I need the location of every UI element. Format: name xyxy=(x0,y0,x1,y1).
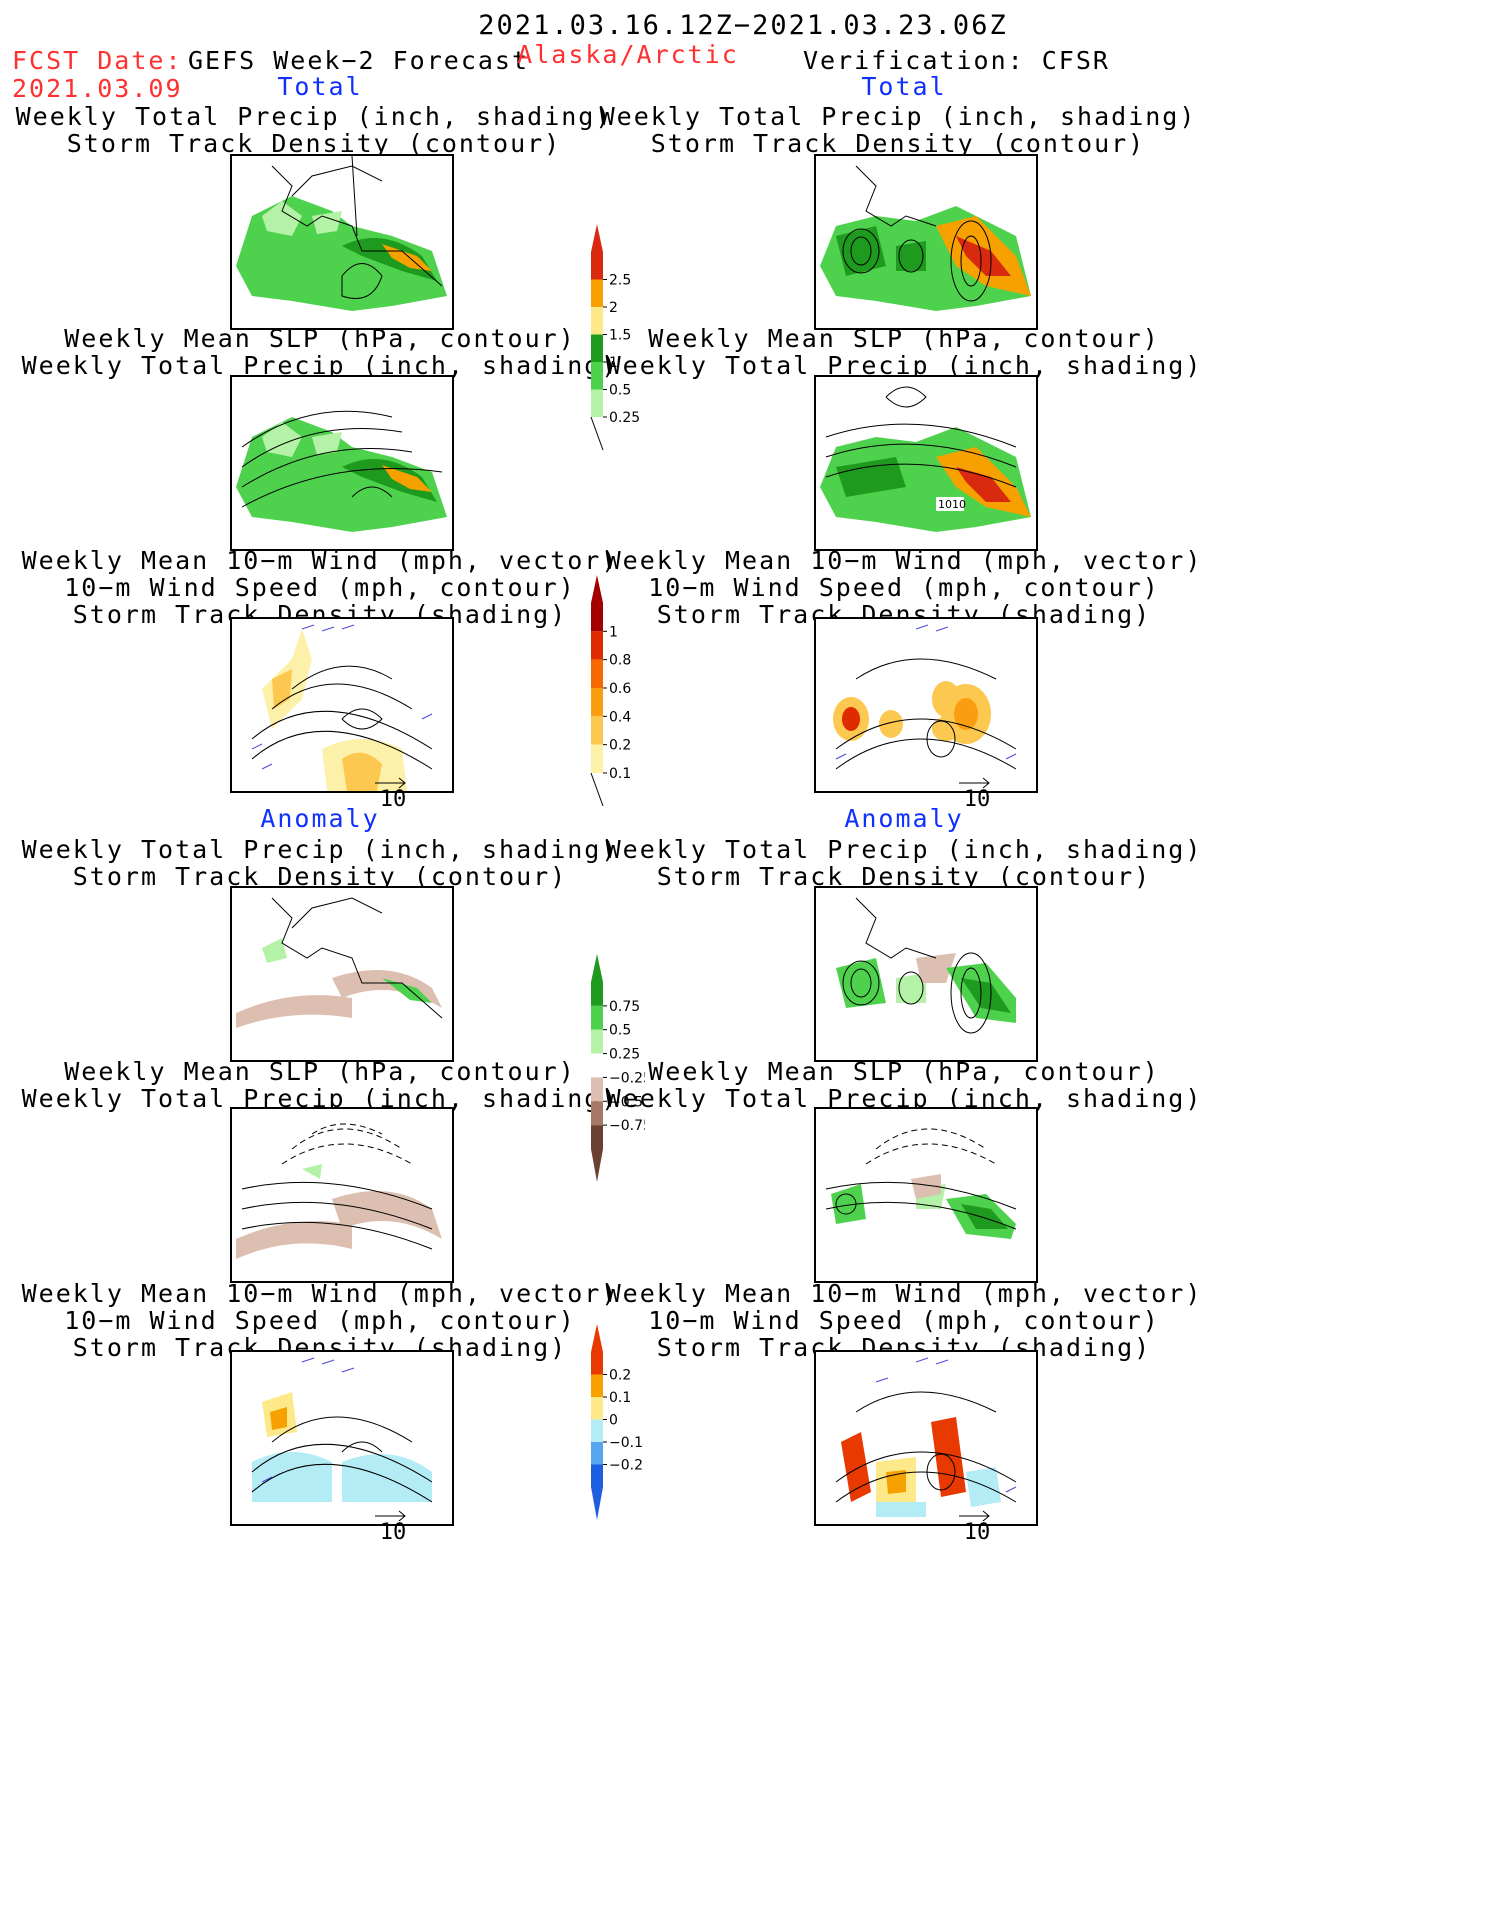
colorbar-tick-label: 0.6 xyxy=(609,681,631,697)
colorbar-cell xyxy=(591,1352,603,1375)
colorbar-anomaly-track-density: 0.2 0.1 0 −0.1 −0.2 xyxy=(585,1322,645,1522)
map-total-wind-track-verification xyxy=(814,617,1038,793)
vector-reference: 10 xyxy=(957,1508,997,1545)
colorbar-tick-label: 0.2 xyxy=(609,1368,631,1384)
colorbar-cell xyxy=(591,1442,603,1465)
vector-reference: 10 xyxy=(373,1508,413,1545)
forecast-period: 2021.03.16.12Z−2021.03.23.06Z xyxy=(478,10,1008,41)
colorbar-tick-label: −0.5 xyxy=(609,1094,643,1110)
colorbar-cell xyxy=(591,279,603,307)
map-total-precip-track-verification xyxy=(814,154,1038,330)
colorbar-cap xyxy=(591,954,603,982)
colorbar-tick-label: 2.5 xyxy=(609,273,631,289)
panel-title: Weekly Total Precip (inch, shading) Storm… xyxy=(599,102,1197,158)
colorbar-tick-label: 0.2 xyxy=(609,738,631,754)
panel-title: Weekly Mean 10−m Wind (mph, vector) 10−m … xyxy=(605,1279,1203,1362)
colorbar-cap xyxy=(590,772,604,807)
panel-title: Weekly Mean SLP (hPa, contour) Weekly Tot… xyxy=(605,1057,1203,1113)
section-anomaly-right: Anomaly xyxy=(844,804,964,833)
colorbar-cell xyxy=(591,334,603,362)
colorbar-tick-label: 0.25 xyxy=(609,1047,640,1063)
map-anomaly-slp-precip-verification xyxy=(814,1107,1038,1283)
panel-title: Weekly Total Precip (inch, shading) Storm… xyxy=(21,835,619,891)
colorbar-tick-label: 0.4 xyxy=(609,709,631,725)
colorbar-cell xyxy=(591,1005,603,1030)
colorbar-tick-label: 0.25 xyxy=(609,410,640,426)
colorbar-total-track-density: 1 0.8 0.6 0.4 0.2 0.1 xyxy=(585,573,645,808)
fcst-date-value: 2021.03.09 xyxy=(12,74,183,103)
section-total-right: Total xyxy=(861,72,947,101)
colorbar-cell xyxy=(591,982,603,1006)
colorbar-total-precip: 2.5 2 1.5 1 0.5 0.25 xyxy=(585,222,645,452)
colorbar-cell xyxy=(591,362,603,390)
colorbar-cap xyxy=(590,416,604,451)
colorbar-cap xyxy=(591,1487,603,1520)
panel-title: Weekly Mean SLP (hPa, contour) Weekly Tot… xyxy=(21,324,619,380)
colorbar-cell xyxy=(591,1053,603,1078)
colorbar-cell xyxy=(591,1101,603,1126)
colorbar-cap xyxy=(591,1149,603,1182)
panel-title: Weekly Mean SLP (hPa, contour) Weekly Tot… xyxy=(605,324,1203,380)
map-anomaly-precip-track-forecast xyxy=(230,886,454,1062)
colorbar-cell xyxy=(591,1374,603,1397)
panel-title: Weekly Mean 10−m Wind (mph, vector) 10−m … xyxy=(605,546,1203,629)
colorbar-cell xyxy=(591,1029,603,1054)
colorbar-cap xyxy=(591,575,603,603)
vector-reference: 10 xyxy=(373,775,413,812)
colorbar-tick-label: 2 xyxy=(609,300,618,316)
colorbar-tick-label: −0.25 xyxy=(609,1070,645,1086)
colorbar-cell xyxy=(591,1125,603,1149)
panel-title: Weekly Mean 10−m Wind (mph, vector) 10−m … xyxy=(21,546,619,629)
colorbar-tick-label: −0.2 xyxy=(609,1458,643,1474)
colorbar-tick-label: 0.1 xyxy=(609,766,631,782)
colorbar-tick-label: −0.1 xyxy=(609,1435,643,1451)
colorbar-cell xyxy=(591,716,603,745)
colorbar-cell xyxy=(591,688,603,717)
colorbar-cell xyxy=(591,1419,603,1442)
map-total-precip-track-forecast xyxy=(230,154,454,330)
colorbar-cell xyxy=(591,744,603,773)
colorbar-cell xyxy=(591,1464,603,1487)
map-anomaly-slp-precip-forecast xyxy=(230,1107,454,1283)
colorbar-tick-label: 0.1 xyxy=(609,1390,631,1406)
colorbar-cell xyxy=(591,659,603,688)
map-total-wind-track-forecast xyxy=(230,617,454,793)
product-name: GEFS Week−2 Forecast xyxy=(188,46,530,75)
verification-source: Verification: CFSR xyxy=(803,46,1110,75)
region-name: Alaska/Arctic xyxy=(517,40,739,69)
panel-title: Weekly Mean 10−m Wind (mph, vector) 10−m … xyxy=(21,1279,619,1362)
colorbar-cap xyxy=(591,1324,603,1352)
map-anomaly-wind-track-forecast xyxy=(230,1350,454,1526)
colorbar-cell xyxy=(591,1397,603,1420)
colorbar-tick-label: −0.75 xyxy=(609,1118,645,1134)
colorbar-cap xyxy=(591,224,603,252)
map-anomaly-wind-track-verification xyxy=(814,1350,1038,1526)
map-anomaly-precip-track-verification xyxy=(814,886,1038,1062)
colorbar-anomaly-precip: 0.75 0.5 0.25 −0.25 −0.5 −0.75 xyxy=(585,952,652,1184)
colorbar-tick-label: 0.5 xyxy=(609,1023,631,1039)
colorbar-tick-label: 1.5 xyxy=(609,328,631,344)
section-anomaly-left: Anomaly xyxy=(260,804,380,833)
colorbar-tick-label: 1 xyxy=(609,624,618,640)
colorbar-cell xyxy=(591,252,603,280)
colorbar-tick-label: 0.8 xyxy=(609,653,631,669)
map-total-slp-precip-forecast xyxy=(230,375,454,551)
colorbar-tick-label: 1 xyxy=(609,355,618,371)
colorbar-tick-label: 0.5 xyxy=(609,383,631,399)
panel-title: Weekly Total Precip (inch, shading) Storm… xyxy=(605,835,1203,891)
colorbar-cell xyxy=(591,631,603,660)
isobar-label: 1010 xyxy=(938,498,966,511)
vector-reference: 10 xyxy=(957,775,997,812)
fcst-date-label: FCST Date: xyxy=(12,46,183,75)
colorbar-cell xyxy=(591,1077,603,1102)
map-total-slp-precip-verification: 1010 xyxy=(814,375,1038,551)
colorbar-cell xyxy=(591,603,603,632)
panel-title: Weekly Mean SLP (hPa, contour) Weekly Tot… xyxy=(21,1057,619,1113)
colorbar-cell xyxy=(591,389,603,417)
colorbar-tick-label: 0 xyxy=(609,1413,618,1429)
colorbar-cell xyxy=(591,307,603,335)
section-total-left: Total xyxy=(277,72,363,101)
panel-title: Weekly Total Precip (inch, shading) Storm… xyxy=(15,102,613,158)
colorbar-tick-label: 0.75 xyxy=(609,999,640,1015)
